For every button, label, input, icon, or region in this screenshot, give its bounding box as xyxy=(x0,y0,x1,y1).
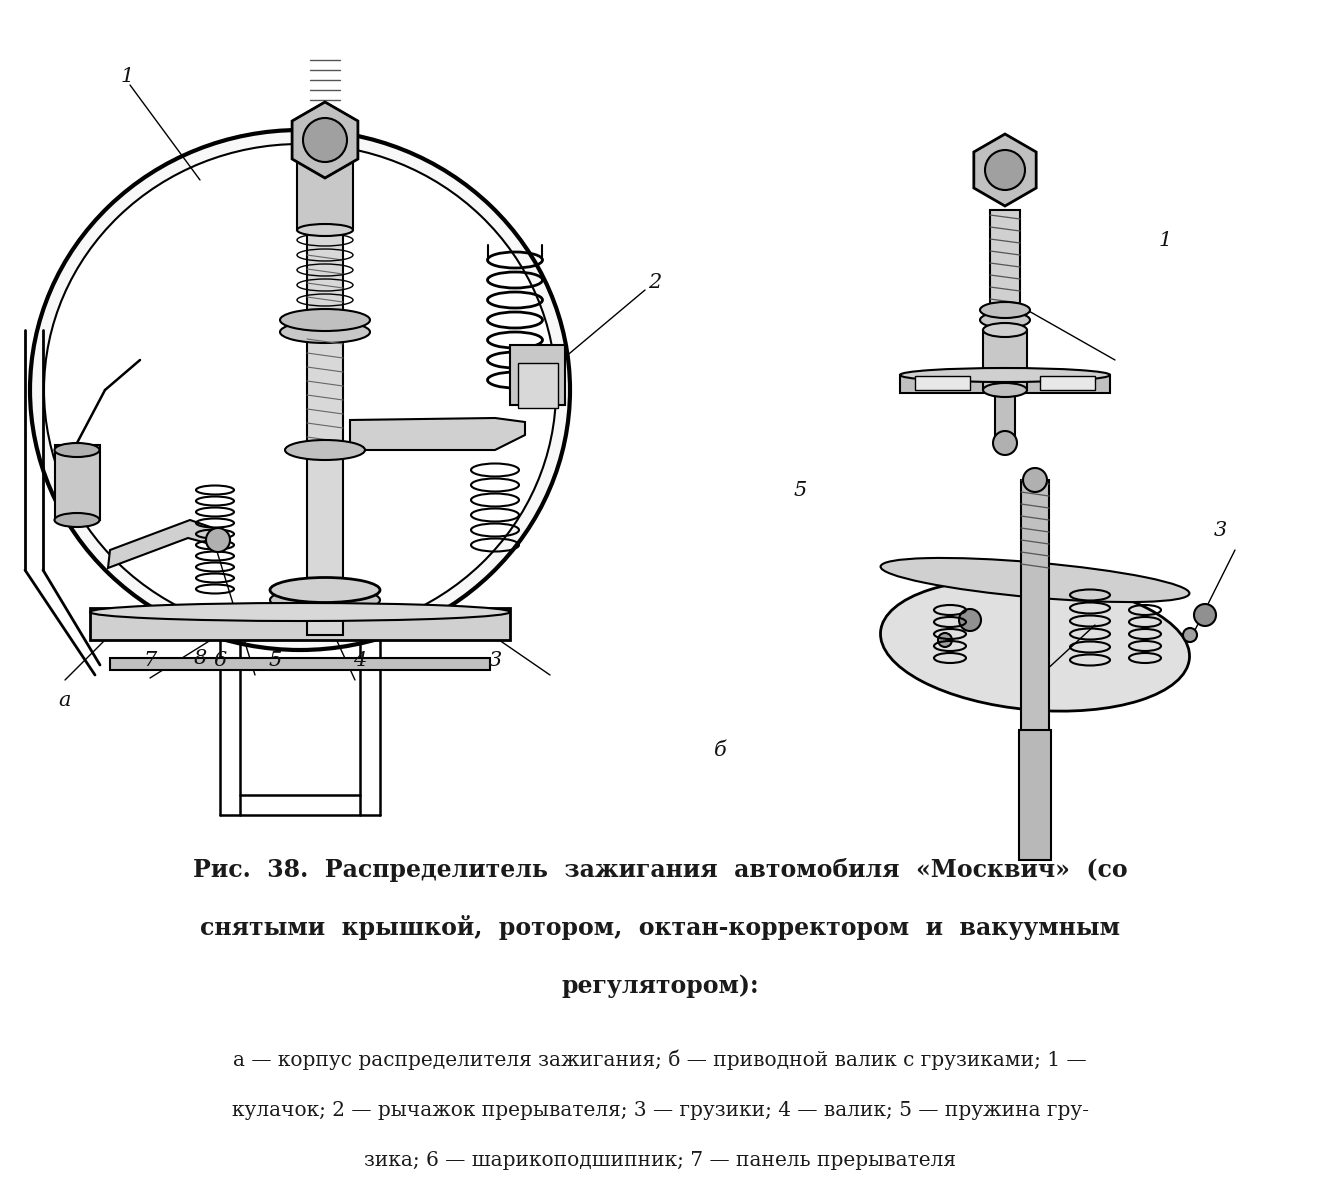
Circle shape xyxy=(304,118,347,162)
Ellipse shape xyxy=(979,312,1030,328)
Ellipse shape xyxy=(285,440,366,460)
Bar xyxy=(90,608,510,640)
Text: 5: 5 xyxy=(268,651,281,670)
Ellipse shape xyxy=(983,323,1027,337)
Text: а — корпус распределителя зажигания; б — приводной валик с грузиками; 1 —: а — корпус распределителя зажигания; б —… xyxy=(234,1050,1086,1070)
Bar xyxy=(983,330,1027,390)
Ellipse shape xyxy=(271,588,380,613)
Bar xyxy=(995,393,1015,443)
Polygon shape xyxy=(108,520,224,568)
Ellipse shape xyxy=(979,302,1030,318)
Text: 4: 4 xyxy=(354,651,367,670)
Circle shape xyxy=(960,609,981,631)
Text: зика; 6 — шарикоподшипник; 7 — панель прерывателя: зика; 6 — шарикоподшипник; 7 — панель пр… xyxy=(364,1150,956,1169)
Bar xyxy=(297,150,352,230)
Text: а: а xyxy=(59,690,71,709)
Text: 3: 3 xyxy=(488,651,502,670)
Polygon shape xyxy=(350,418,525,450)
Bar xyxy=(308,154,343,636)
Ellipse shape xyxy=(54,513,99,527)
Text: б: б xyxy=(714,740,726,759)
Polygon shape xyxy=(292,102,358,178)
Bar xyxy=(1040,375,1096,390)
Bar xyxy=(1019,729,1051,860)
Ellipse shape xyxy=(880,558,1189,602)
Ellipse shape xyxy=(983,383,1027,397)
Text: снятыми  крышкой,  ротором,  октан-корректором  и  вакуумным: снятыми крышкой, ротором, октан-корректо… xyxy=(201,916,1119,941)
Circle shape xyxy=(993,431,1016,455)
Ellipse shape xyxy=(900,368,1110,383)
Text: кулачок; 2 — рычажок прерывателя; 3 — грузики; 4 — валик; 5 — пружина гру-: кулачок; 2 — рычажок прерывателя; 3 — гр… xyxy=(231,1100,1089,1119)
Text: 1: 1 xyxy=(120,68,133,87)
Bar xyxy=(915,375,970,390)
Text: 1: 1 xyxy=(1159,230,1172,249)
Bar xyxy=(517,364,558,407)
Polygon shape xyxy=(974,134,1036,206)
Circle shape xyxy=(1023,468,1047,492)
Ellipse shape xyxy=(297,225,352,236)
Text: 5: 5 xyxy=(793,480,807,499)
Circle shape xyxy=(939,633,952,647)
Circle shape xyxy=(206,527,230,552)
Text: 8: 8 xyxy=(193,649,207,668)
Text: 6: 6 xyxy=(214,651,227,670)
Ellipse shape xyxy=(880,579,1189,712)
Ellipse shape xyxy=(280,321,370,343)
Text: 7: 7 xyxy=(144,651,157,670)
Ellipse shape xyxy=(280,309,370,331)
Bar xyxy=(510,345,565,405)
Ellipse shape xyxy=(271,577,380,602)
Bar xyxy=(1020,480,1049,740)
Text: 2: 2 xyxy=(648,272,661,291)
Text: 3: 3 xyxy=(1213,520,1226,539)
Ellipse shape xyxy=(54,443,99,457)
Circle shape xyxy=(985,150,1026,190)
Bar xyxy=(55,446,100,520)
Bar xyxy=(110,658,490,670)
Bar xyxy=(900,375,1110,393)
Ellipse shape xyxy=(44,144,556,636)
Text: Рис.  38.  Распределитель  зажигания  автомобиля  «Москвич»  (со: Рис. 38. Распределитель зажигания автомо… xyxy=(193,858,1127,881)
Ellipse shape xyxy=(90,604,510,621)
Ellipse shape xyxy=(30,129,570,650)
Text: регулятором):: регулятором): xyxy=(561,974,759,998)
Bar xyxy=(990,210,1020,310)
Circle shape xyxy=(1183,628,1197,642)
Circle shape xyxy=(1195,604,1216,626)
